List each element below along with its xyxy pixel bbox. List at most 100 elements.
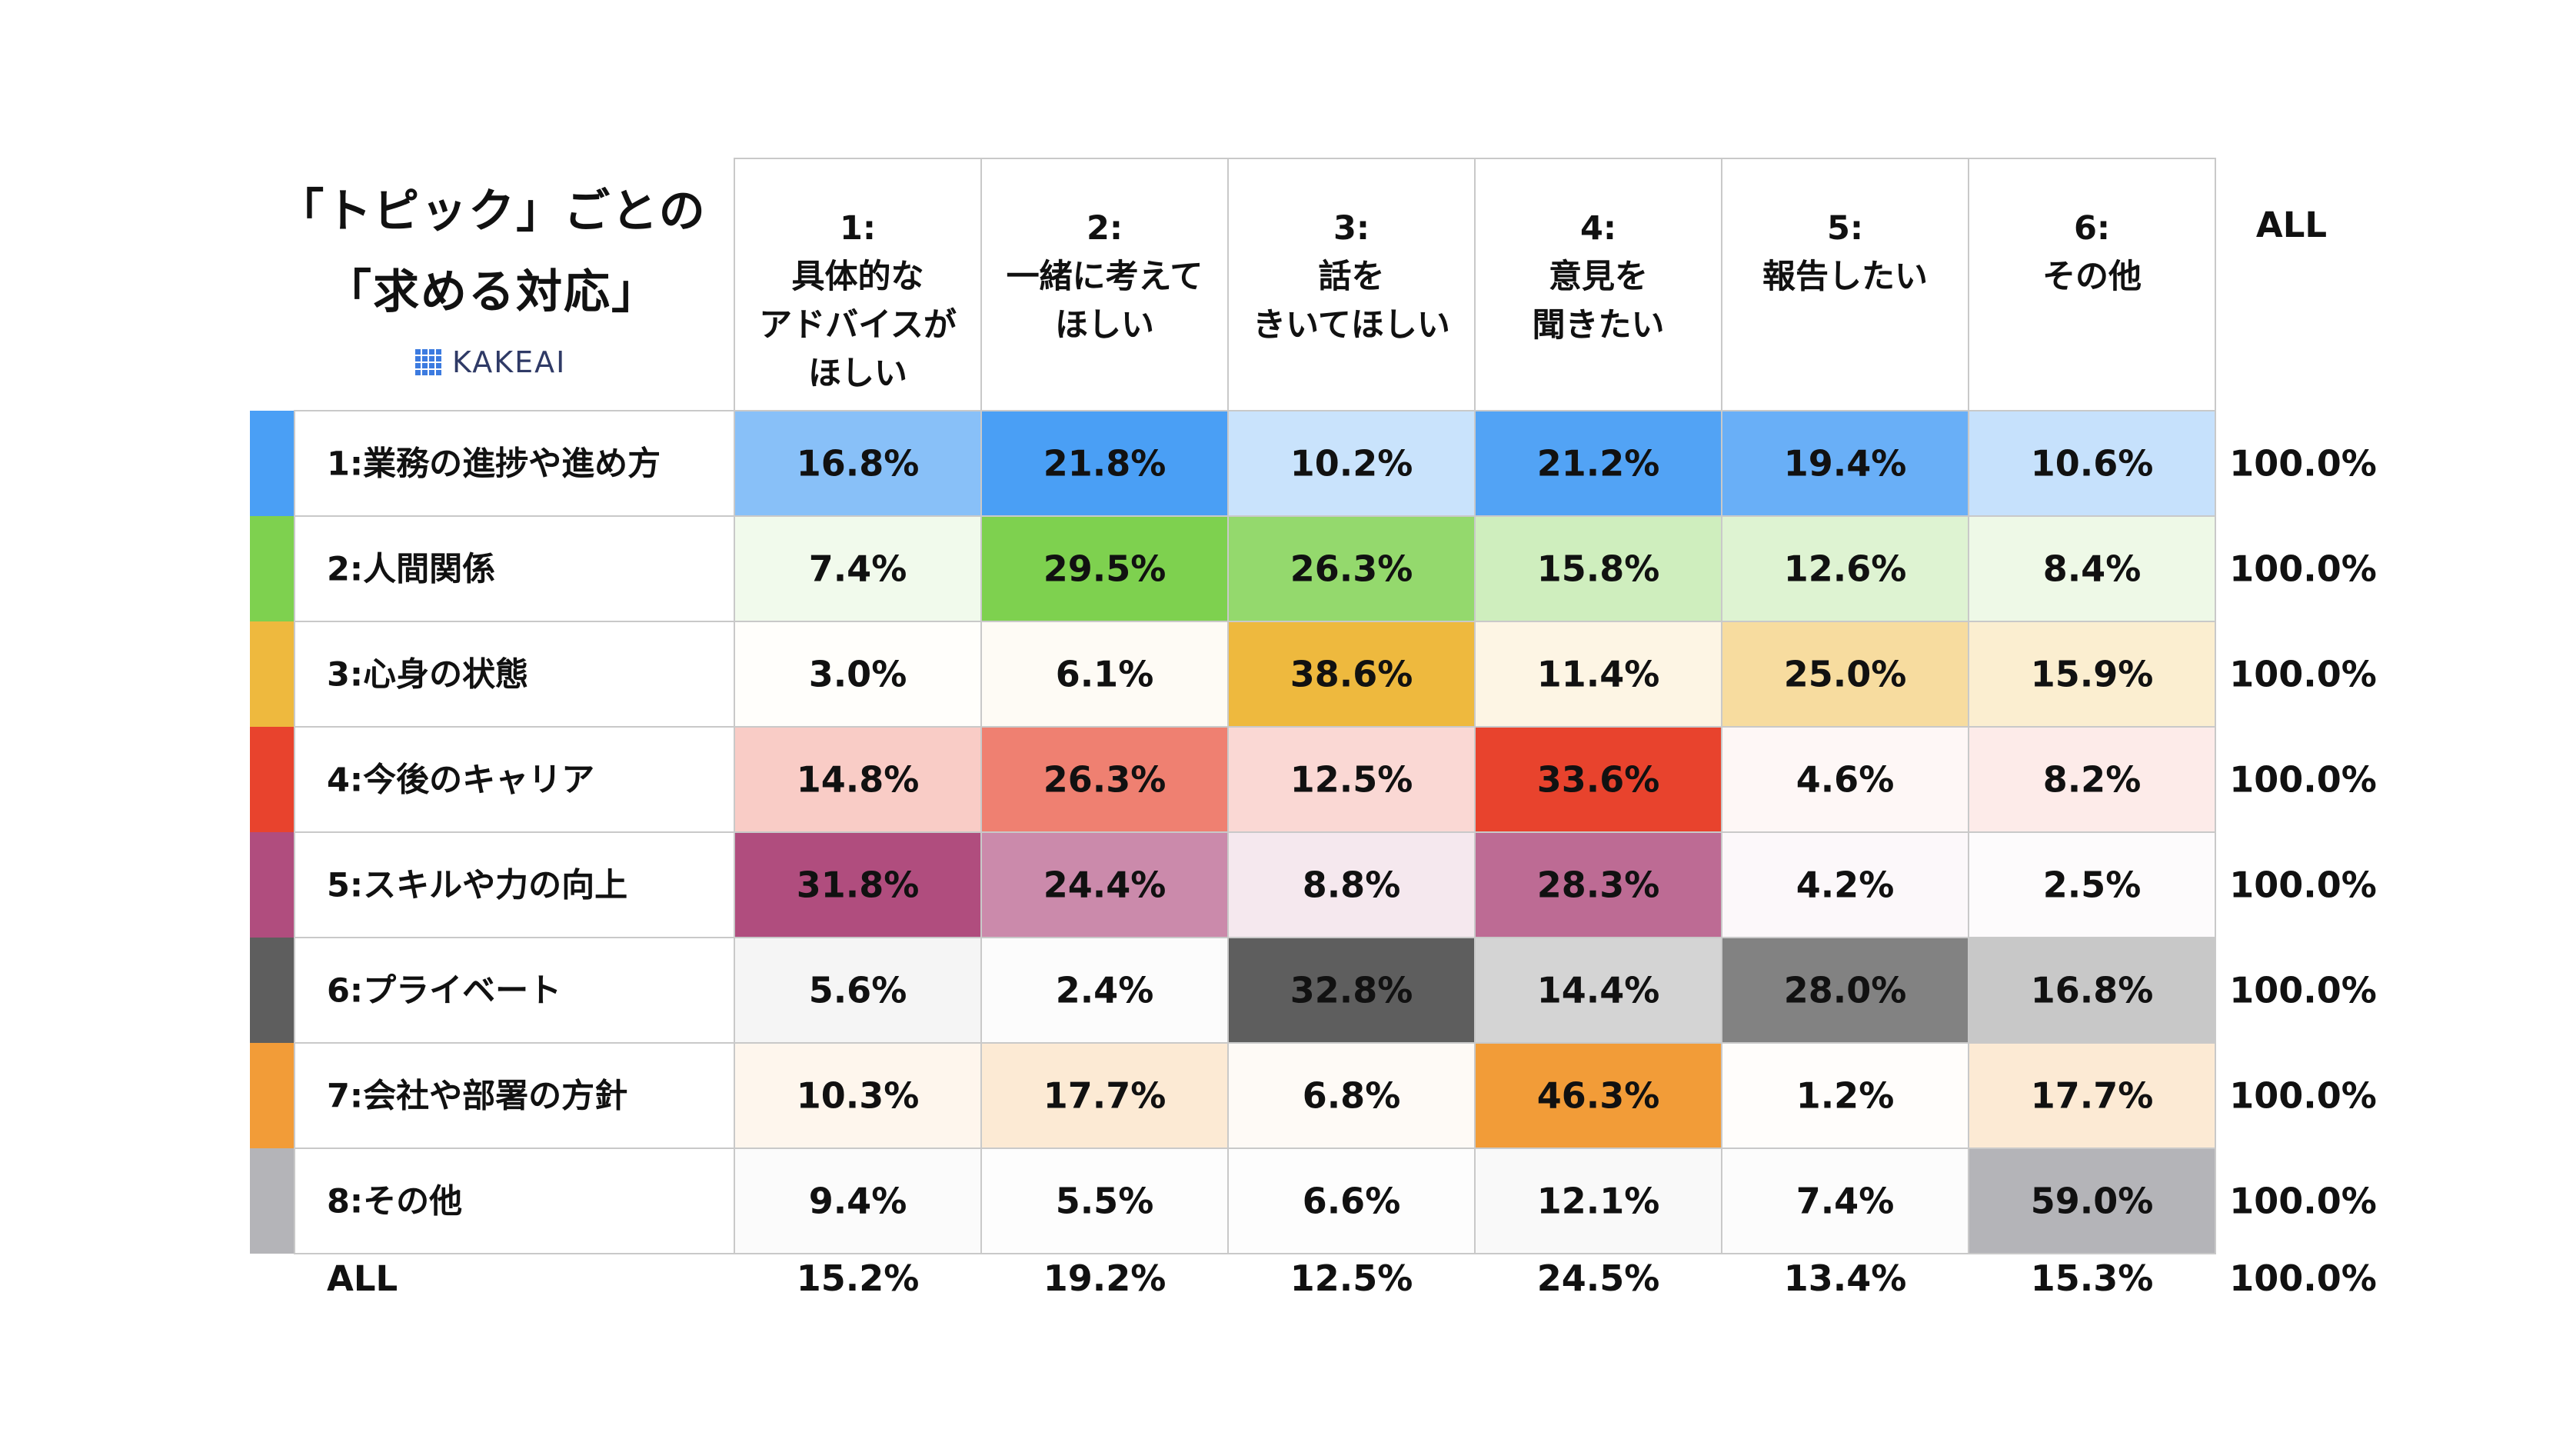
row-color-strip [250, 516, 295, 621]
cell-value: 8.2% [2043, 759, 2142, 801]
cell-value: 14.4% [1537, 970, 1660, 1011]
cell-value: 6.8% [1303, 1075, 1401, 1117]
column-header: 5: 報告したい [1722, 158, 1969, 411]
heat-cell [1721, 1042, 1969, 1149]
column-header-label: 一緒に考えて ほしい [1006, 258, 1203, 345]
heat-cell [1721, 726, 1969, 833]
row-label: 2:人間関係 [327, 551, 495, 589]
total-value: 19.2% [1043, 1257, 1167, 1299]
row-label: 8:その他 [327, 1183, 462, 1221]
heat-cell [1227, 1148, 1476, 1254]
logo-text: KAKEAI [452, 345, 567, 379]
cell-value: 33.6% [1537, 759, 1660, 801]
cell-value: 3.0% [809, 654, 907, 695]
heat-cell [734, 1042, 982, 1149]
column-header-number: 5: [1826, 209, 1864, 248]
row-all-value: 100.0% [2229, 759, 2377, 801]
heat-cell [1474, 726, 1722, 833]
row-all-value: 100.0% [2229, 548, 2377, 590]
row-label-cell [294, 937, 735, 1044]
heat-cell [1227, 726, 1476, 833]
row-label: 7:会社や部署の方針 [327, 1078, 627, 1116]
column-header: 3: 話を きいてほしい [1228, 158, 1475, 411]
cell-value: 17.7% [1043, 1075, 1167, 1117]
row-all-value: 100.0% [2229, 443, 2377, 485]
cell-value: 8.8% [1303, 864, 1401, 906]
column-header: 4: 意見を 聞きたい [1475, 158, 1722, 411]
row-label-cell [294, 1148, 735, 1254]
cell-value: 7.4% [809, 548, 907, 590]
cell-value: 12.5% [1290, 759, 1413, 801]
row-label: 3:心身の状態 [327, 656, 528, 695]
heat-cell [1474, 621, 1722, 728]
column-header-label: その他 [2042, 258, 2142, 296]
cell-value: 15.8% [1537, 548, 1660, 590]
cell-value: 32.8% [1290, 970, 1413, 1011]
heat-cell [1227, 831, 1476, 938]
row-color-strip [250, 1148, 295, 1254]
row-label-cell [294, 831, 735, 938]
cell-value: 16.8% [797, 443, 920, 485]
heat-cell [1968, 726, 2216, 833]
row-all-value: 100.0% [2229, 1075, 2377, 1117]
chart-title-line1: 「トピック」ごとの [278, 185, 707, 238]
heat-cell [1968, 1148, 2216, 1254]
heat-cell [1227, 621, 1476, 728]
column-header-label: 意見を 聞きたい [1532, 258, 1665, 345]
cell-value: 15.9% [2031, 654, 2154, 695]
cell-value: 6.6% [1303, 1181, 1401, 1222]
cell-value: 7.4% [1796, 1181, 1895, 1222]
heat-cell [1968, 937, 2216, 1044]
heat-cell [1721, 1148, 1969, 1254]
cell-value: 10.3% [797, 1075, 920, 1117]
column-header-all: ALL [2255, 205, 2328, 245]
heat-cell [980, 1042, 1229, 1149]
row-label-cell [294, 1042, 735, 1149]
column-header-cell [1968, 158, 2216, 411]
cell-value: 2.5% [2043, 864, 2142, 906]
heat-cell [1474, 831, 1722, 938]
cell-value: 29.5% [1043, 548, 1167, 590]
row-color-strip [250, 1043, 295, 1148]
cell-value: 16.8% [2031, 970, 2154, 1011]
total-value: 15.2% [797, 1257, 920, 1299]
cell-value: 28.3% [1537, 864, 1660, 906]
heat-cell [1227, 937, 1476, 1044]
column-header-number: 4: [1579, 209, 1617, 248]
row-all-value: 100.0% [2229, 654, 2377, 695]
column-header: 6: その他 [1969, 158, 2215, 411]
heat-cell [1474, 1042, 1722, 1149]
cell-value: 5.5% [1056, 1181, 1154, 1222]
row-color-strip [250, 727, 295, 832]
row-color-strip [250, 938, 295, 1043]
row-label: 4:今後のキャリア [327, 761, 594, 800]
chart-title-line2: 「求める対応」 [325, 265, 659, 319]
cell-value: 8.4% [2043, 548, 2142, 590]
grid-logo-icon [415, 349, 441, 375]
cell-value: 26.3% [1290, 548, 1413, 590]
column-header-number: 3: [1333, 209, 1370, 248]
cell-value: 5.6% [809, 970, 907, 1011]
row-all-value: 100.0% [2229, 970, 2377, 1011]
row-color-strip [250, 411, 295, 516]
column-header: 1: 具体的な アドバイスが ほしい [734, 158, 981, 411]
column-header-number: 2: [1086, 209, 1123, 248]
row-label: 1:業務の進捗や進め方 [327, 445, 661, 484]
column-header-number: 1: [839, 209, 877, 248]
cell-value: 59.0% [2031, 1181, 2154, 1222]
heat-cell [734, 515, 982, 622]
row-all-value: 100.0% [2229, 1181, 2377, 1222]
row-label-cell [294, 515, 735, 622]
cell-value: 4.6% [1796, 759, 1895, 801]
cell-value: 28.0% [1784, 970, 1907, 1011]
column-header-number: 6: [2073, 209, 2111, 248]
cell-value: 1.2% [1796, 1075, 1895, 1117]
cell-value: 14.8% [797, 759, 920, 801]
heat-cell [734, 1148, 982, 1254]
heat-cell [1474, 1148, 1722, 1254]
column-header-label: 報告したい [1762, 258, 1928, 296]
heat-cell [1721, 410, 1969, 517]
cell-value: 38.6% [1290, 654, 1413, 695]
column-header: 2: 一緒に考えて ほしい [981, 158, 1228, 411]
